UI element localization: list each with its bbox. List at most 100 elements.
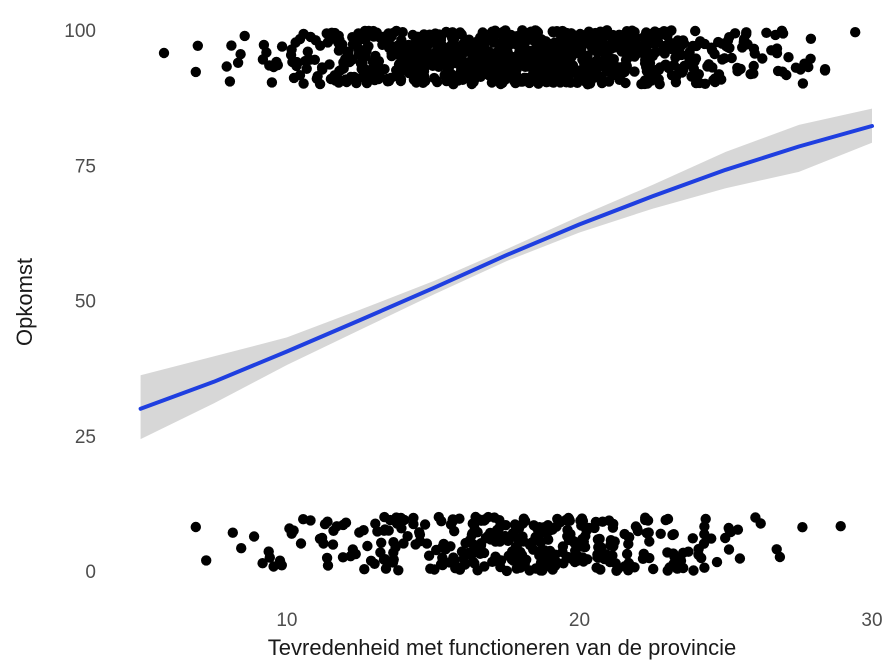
- data-point: [530, 25, 541, 36]
- data-point: [629, 66, 640, 77]
- data-point: [396, 523, 407, 534]
- data-point: [628, 38, 639, 49]
- data-point: [341, 76, 352, 88]
- data-point: [732, 66, 743, 77]
- data-point: [641, 527, 652, 539]
- data-point: [696, 552, 707, 564]
- data-point: [511, 63, 522, 75]
- data-point: [295, 538, 307, 549]
- data-point: [607, 31, 618, 42]
- data-point: [411, 77, 422, 88]
- data-point: [535, 557, 547, 568]
- data-point: [235, 49, 246, 60]
- data-point: [359, 564, 370, 575]
- y-tick-label: 50: [75, 292, 96, 313]
- data-point: [395, 42, 406, 53]
- data-point: [311, 73, 322, 84]
- data-point: [676, 49, 687, 61]
- data-point: [524, 565, 535, 576]
- data-point: [819, 63, 831, 75]
- data-point: [720, 532, 731, 544]
- data-point: [365, 555, 377, 566]
- data-point: [850, 27, 861, 38]
- data-point: [607, 550, 618, 561]
- fit-line: [138, 124, 874, 411]
- data-point: [603, 76, 615, 87]
- data-point: [466, 62, 477, 73]
- data-point: [563, 534, 575, 546]
- data-point: [647, 50, 658, 62]
- data-point: [620, 54, 632, 66]
- data-point: [487, 71, 498, 83]
- data-point: [413, 63, 424, 74]
- data-point: [552, 513, 563, 525]
- data-point: [454, 27, 466, 38]
- data-point: [402, 531, 413, 542]
- data-point: [393, 565, 404, 576]
- data-point: [592, 534, 604, 545]
- data-point: [595, 26, 606, 37]
- data-point: [734, 553, 746, 564]
- data-point: [514, 47, 525, 58]
- data-point: [554, 74, 565, 86]
- data-point: [406, 62, 417, 74]
- data-point: [675, 40, 686, 52]
- data-point: [678, 547, 689, 558]
- y-tick-label: 75: [75, 156, 96, 177]
- data-point: [835, 521, 846, 532]
- data-point: [482, 30, 494, 41]
- data-point: [294, 70, 306, 81]
- data-point: [451, 71, 463, 82]
- data-point: [414, 536, 426, 547]
- data-point: [770, 29, 781, 41]
- data-point: [605, 540, 616, 551]
- data-point: [460, 558, 471, 569]
- data-point: [226, 40, 237, 51]
- data-point: [509, 519, 521, 531]
- data-point: [502, 535, 514, 546]
- data-point: [466, 47, 478, 59]
- data-point: [741, 28, 752, 40]
- data-point: [699, 529, 710, 540]
- data-point: [699, 562, 710, 573]
- data-point: [472, 565, 483, 576]
- data-point: [437, 556, 449, 567]
- data-point: [678, 64, 689, 76]
- data-point: [431, 544, 442, 556]
- data-point: [460, 537, 471, 549]
- data-point: [158, 47, 170, 59]
- data-point: [448, 552, 459, 563]
- data-point: [522, 61, 533, 72]
- data-point: [687, 533, 698, 544]
- data-point: [771, 544, 782, 555]
- data-point: [376, 537, 387, 548]
- data-point: [662, 513, 674, 525]
- data-point: [592, 552, 603, 563]
- data-point: [487, 556, 498, 567]
- data-point: [495, 561, 506, 573]
- data-point: [362, 540, 373, 552]
- data-point: [582, 34, 594, 45]
- data-point: [761, 27, 772, 38]
- fit-line-layer: [138, 124, 874, 411]
- data-point: [583, 522, 595, 534]
- data-point: [558, 35, 569, 46]
- data-point: [351, 77, 362, 89]
- data-point: [573, 72, 584, 83]
- y-tick-label: 0: [85, 562, 96, 583]
- data-point: [232, 57, 244, 68]
- data-point: [528, 520, 539, 531]
- x-tick-label: 30: [861, 610, 882, 631]
- x-axis-title: Tevredenheid met functioneren van de pro…: [268, 635, 736, 660]
- data-point: [575, 515, 586, 526]
- data-point: [445, 541, 456, 552]
- data-point: [565, 77, 576, 88]
- data-point: [423, 550, 435, 561]
- data-point: [549, 37, 560, 48]
- data-point: [301, 63, 312, 74]
- data-point: [310, 35, 321, 46]
- data-point: [716, 74, 727, 85]
- data-point: [388, 537, 399, 548]
- data-point: [239, 30, 250, 42]
- data-point: [298, 78, 309, 89]
